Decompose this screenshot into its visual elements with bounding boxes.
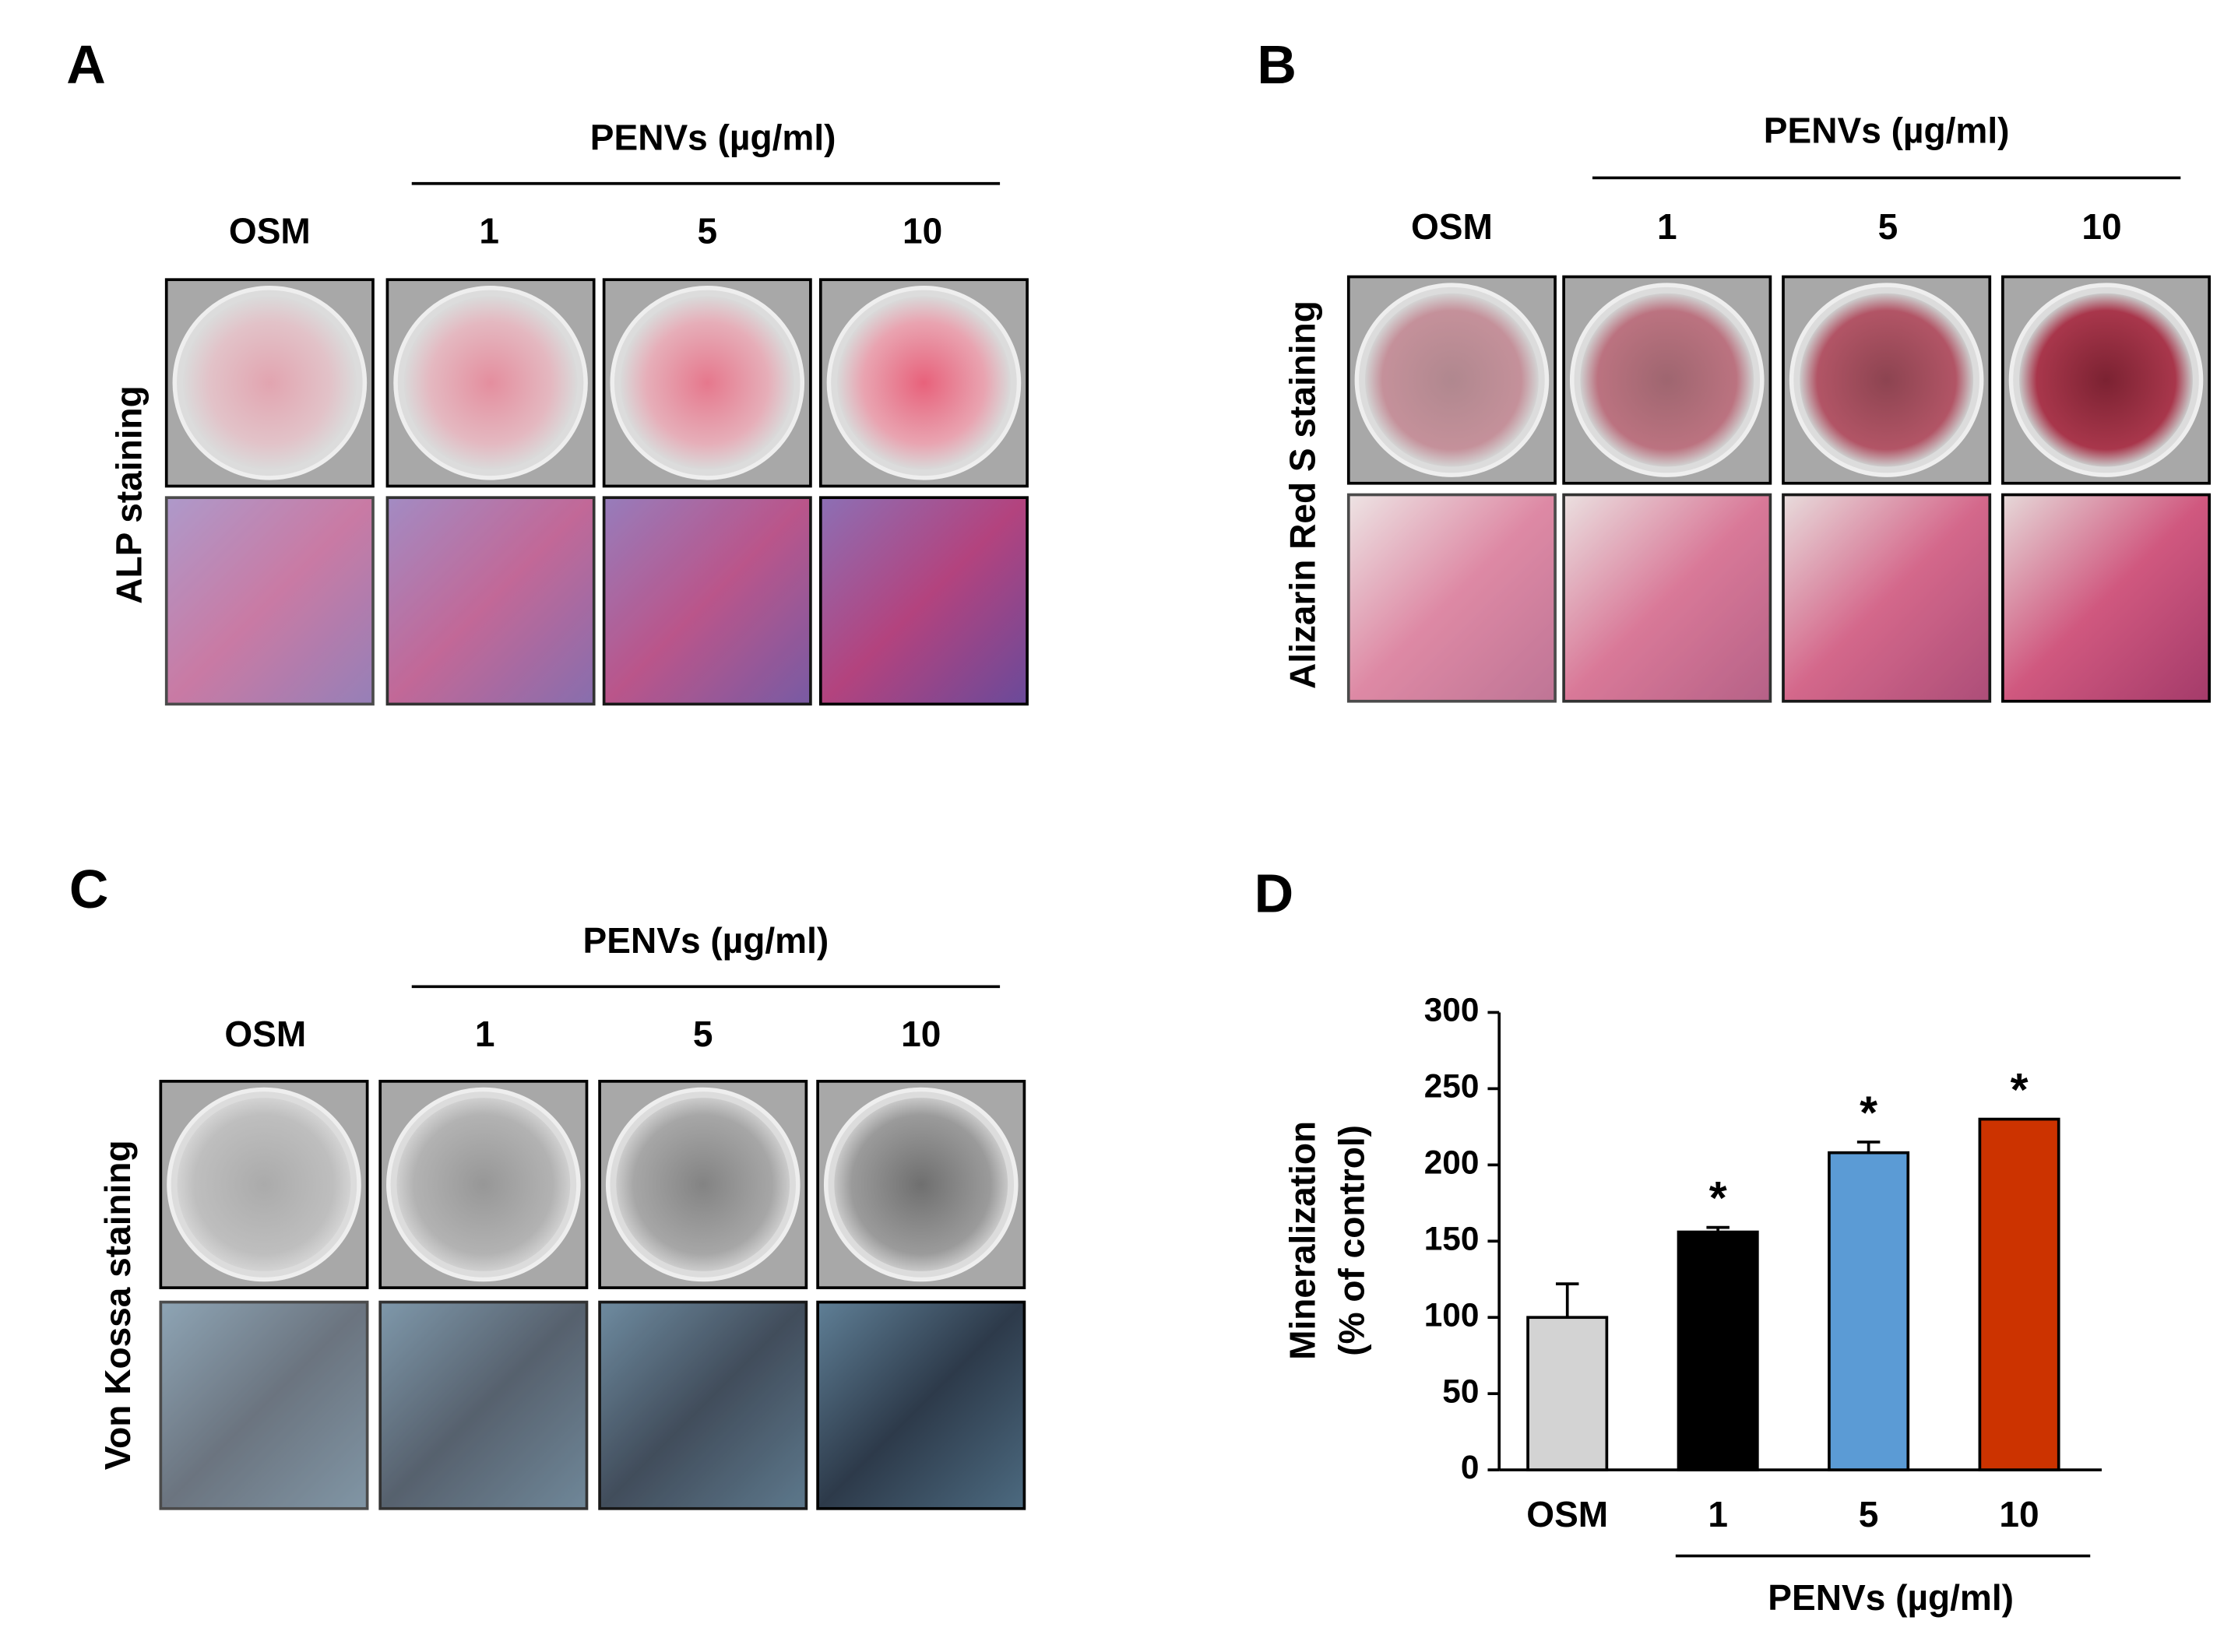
micrograph	[385, 496, 596, 706]
micrograph	[2001, 493, 2211, 703]
y-axis-label: (% of control)	[1331, 1125, 1371, 1356]
micrograph	[602, 496, 812, 706]
x-tick-label: 5	[1859, 1494, 1879, 1534]
error-bar	[1856, 1141, 1881, 1153]
well-stain	[1364, 293, 1539, 467]
well-stain	[837, 296, 1011, 470]
micrograph	[598, 1300, 808, 1510]
well-stain	[620, 296, 794, 470]
bar	[1526, 1316, 1609, 1471]
well-stain	[177, 1098, 351, 1271]
column-label: OSM	[229, 210, 311, 251]
bar	[1677, 1230, 1759, 1471]
x-tick-label: 10	[1999, 1494, 2039, 1534]
well-stain	[616, 1098, 790, 1271]
column-label: 1	[1657, 206, 1677, 247]
column-label: 10	[2081, 206, 2121, 247]
micrograph	[164, 496, 375, 706]
column-label: OSM	[1411, 206, 1493, 247]
group-label: PENVs (µg/ml)	[590, 118, 836, 158]
micrograph	[1782, 493, 1992, 703]
row-label: Von Kossa staining	[97, 1140, 138, 1470]
micrograph	[1562, 493, 1772, 703]
column-label: 5	[1878, 206, 1898, 247]
error-bar	[1706, 1225, 1730, 1232]
y-tick-label: 100	[1424, 1296, 1480, 1333]
panel-letter: A	[66, 34, 106, 95]
bar	[1828, 1151, 1910, 1471]
y-tick-label: 150	[1424, 1220, 1480, 1257]
x-tick-label: OSM	[1526, 1494, 1608, 1534]
y-tick-label: 250	[1424, 1068, 1480, 1105]
group-label: PENVs (µg/ml)	[583, 920, 829, 961]
significance-marker: *	[1709, 1173, 1727, 1224]
y-tick-label: 50	[1442, 1373, 1479, 1409]
y-tick-label: 200	[1424, 1144, 1480, 1181]
column-label: 10	[903, 210, 942, 251]
panel-letter: D	[1254, 863, 1294, 924]
well-stain	[396, 1098, 571, 1271]
column-label: 5	[693, 1014, 713, 1054]
y-tick-label: 300	[1424, 992, 1480, 1028]
micrograph	[816, 1300, 1026, 1510]
micrograph	[159, 1300, 369, 1510]
row-label: ALP staining	[109, 385, 150, 604]
panel-letter: B	[1257, 34, 1297, 95]
x-tick-label: 1	[1708, 1494, 1728, 1534]
y-axis-label: Mineralization	[1283, 1121, 1323, 1360]
well-stain	[403, 296, 578, 470]
column-label: 1	[475, 1014, 495, 1054]
well-stain	[2019, 293, 2193, 467]
column-label: OSM	[224, 1014, 306, 1054]
micrograph	[378, 1300, 589, 1510]
group-label: PENVs (µg/ml)	[1768, 1577, 2014, 1618]
error-bar	[1555, 1282, 1579, 1318]
row-label: Alizarin Red S staining	[1283, 301, 1323, 689]
micrograph	[1346, 493, 1557, 703]
y-tick-label: 0	[1461, 1449, 1480, 1485]
significance-marker: *	[1860, 1088, 1877, 1138]
well-stain	[1800, 293, 1974, 467]
well-stain	[1580, 293, 1754, 467]
bar	[1978, 1117, 2060, 1471]
group-label: PENVs (µg/ml)	[1764, 110, 2010, 150]
column-label: 1	[479, 210, 499, 251]
column-label: 5	[697, 210, 717, 251]
significance-marker: *	[2011, 1065, 2029, 1116]
well-stain	[834, 1098, 1008, 1271]
panel-letter: C	[69, 859, 109, 919]
well-stain	[182, 296, 357, 470]
micrograph	[818, 496, 1029, 706]
column-label: 10	[901, 1014, 941, 1054]
